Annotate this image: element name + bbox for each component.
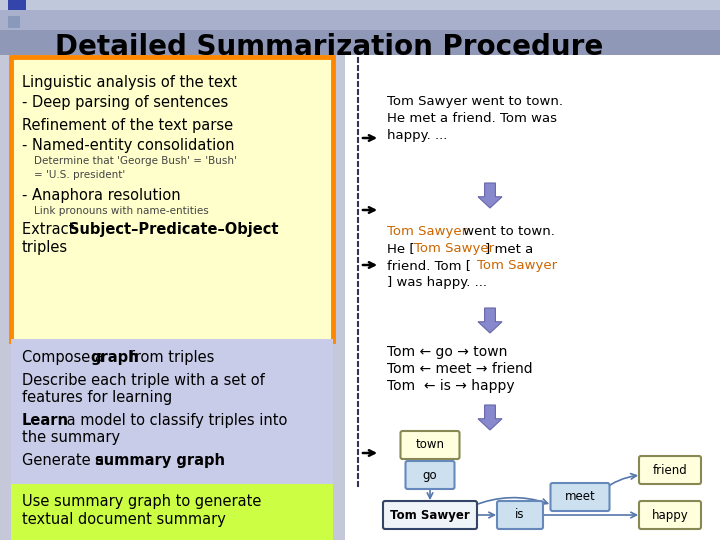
Text: Tom ← go → town: Tom ← go → town xyxy=(387,345,508,359)
FancyBboxPatch shape xyxy=(11,339,333,486)
Text: Tom Sawyer: Tom Sawyer xyxy=(414,242,494,255)
FancyBboxPatch shape xyxy=(551,483,610,511)
Bar xyxy=(8,0,26,10)
Text: Tom ← meet → friend: Tom ← meet → friend xyxy=(387,362,533,376)
Text: friend. Tom [: friend. Tom [ xyxy=(387,259,471,272)
Polygon shape xyxy=(478,308,502,333)
Bar xyxy=(0,0,720,55)
Text: summary graph: summary graph xyxy=(95,453,225,468)
Text: He met a friend. Tom was: He met a friend. Tom was xyxy=(387,112,557,125)
Text: meet: meet xyxy=(564,490,595,503)
FancyBboxPatch shape xyxy=(11,57,333,341)
Text: = 'U.S. president': = 'U.S. president' xyxy=(34,170,125,180)
Text: Link pronouns with name-entities: Link pronouns with name-entities xyxy=(34,206,209,216)
Bar xyxy=(0,0,720,30)
Text: Tom Sawyer went to town.: Tom Sawyer went to town. xyxy=(387,95,563,108)
Text: - Named-entity consolidation: - Named-entity consolidation xyxy=(22,138,235,153)
Polygon shape xyxy=(478,183,502,208)
Text: from triples: from triples xyxy=(125,350,215,365)
Text: ] met a: ] met a xyxy=(485,242,534,255)
Text: Generate a: Generate a xyxy=(22,453,109,468)
Text: He [: He [ xyxy=(387,242,415,255)
Text: went to town.: went to town. xyxy=(459,225,555,238)
Bar xyxy=(345,55,720,540)
Text: graph: graph xyxy=(90,350,139,365)
Text: Linguistic analysis of the text: Linguistic analysis of the text xyxy=(22,75,237,90)
FancyBboxPatch shape xyxy=(405,461,454,489)
Text: the summary: the summary xyxy=(22,430,120,445)
Text: Determine that 'George Bush' = 'Bush': Determine that 'George Bush' = 'Bush' xyxy=(34,156,237,166)
Text: features for learning: features for learning xyxy=(22,390,172,405)
Text: a model to classify triples into: a model to classify triples into xyxy=(62,413,287,428)
FancyBboxPatch shape xyxy=(400,431,459,459)
Text: Detailed Summarization Procedure: Detailed Summarization Procedure xyxy=(55,33,603,61)
Text: Extract: Extract xyxy=(22,222,79,237)
FancyBboxPatch shape xyxy=(639,501,701,529)
Bar xyxy=(0,0,720,10)
Text: friend: friend xyxy=(652,463,688,476)
FancyBboxPatch shape xyxy=(383,501,477,529)
Bar xyxy=(0,55,720,540)
Text: ] was happy. ...: ] was happy. ... xyxy=(387,276,487,289)
Text: town: town xyxy=(415,438,444,451)
Polygon shape xyxy=(478,405,502,430)
Text: Use summary graph to generate: Use summary graph to generate xyxy=(22,494,261,509)
Text: go: go xyxy=(423,469,437,482)
Text: - Deep parsing of sentences: - Deep parsing of sentences xyxy=(22,95,228,110)
FancyBboxPatch shape xyxy=(497,501,543,529)
Text: Compose a: Compose a xyxy=(22,350,109,365)
Text: triples: triples xyxy=(22,240,68,255)
Text: Learn: Learn xyxy=(22,413,69,428)
Text: Tom Sawyer: Tom Sawyer xyxy=(390,509,470,522)
Text: - Anaphora resolution: - Anaphora resolution xyxy=(22,188,181,203)
Text: Subject–Predicate–Object: Subject–Predicate–Object xyxy=(69,222,279,237)
Text: Tom  ← is → happy: Tom ← is → happy xyxy=(387,379,515,393)
Text: happy. ...: happy. ... xyxy=(387,129,447,142)
Text: Describe each triple with a set of: Describe each triple with a set of xyxy=(22,373,265,388)
Text: Tom Sawyer: Tom Sawyer xyxy=(387,225,467,238)
FancyBboxPatch shape xyxy=(11,484,333,540)
Text: Tom Sawyer: Tom Sawyer xyxy=(477,259,557,272)
Text: is: is xyxy=(516,509,525,522)
FancyBboxPatch shape xyxy=(639,456,701,484)
Text: happy: happy xyxy=(652,509,688,522)
Bar xyxy=(8,16,20,28)
Text: textual document summary: textual document summary xyxy=(22,512,226,527)
Text: Refinement of the text parse: Refinement of the text parse xyxy=(22,118,233,133)
